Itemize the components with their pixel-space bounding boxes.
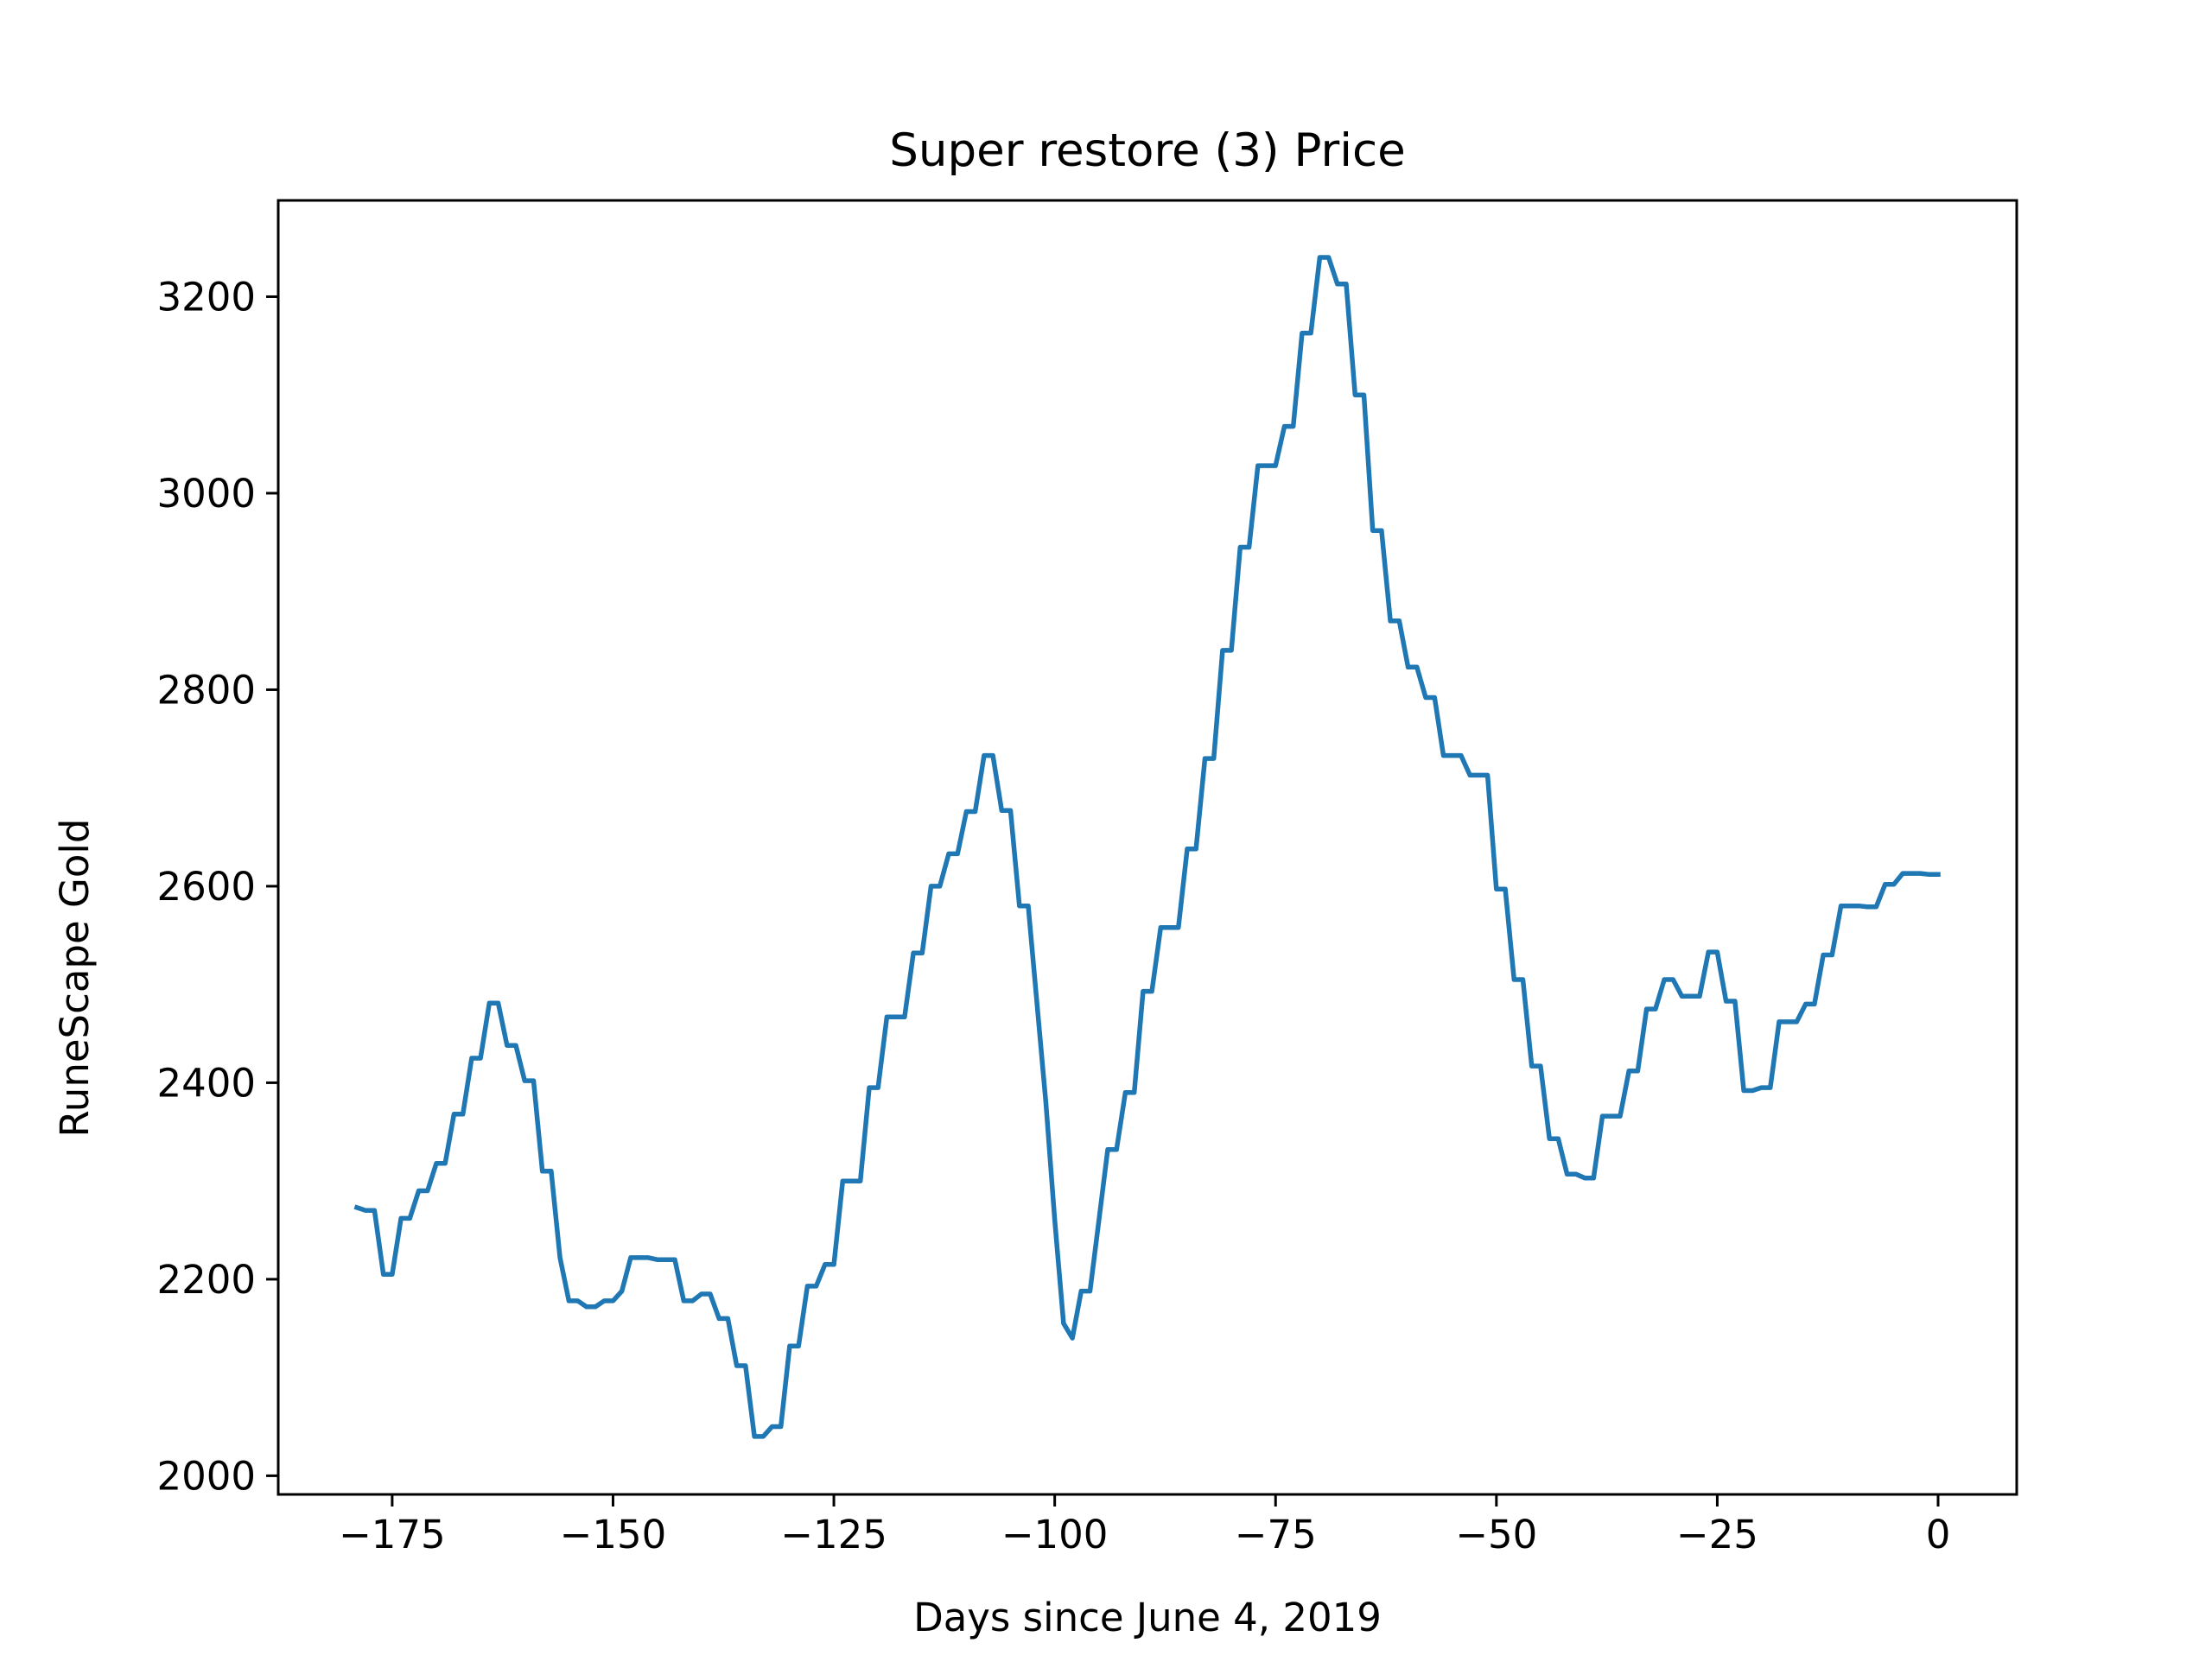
x-axis-label: Days since June 4, 2019 (913, 1595, 1382, 1640)
x-tick-label: −50 (1455, 1512, 1537, 1557)
y-tick-label: 2800 (156, 667, 256, 713)
y-tick-label: 2400 (156, 1060, 256, 1106)
y-tick-label: 2200 (156, 1257, 256, 1303)
price-series-line (353, 255, 1941, 1439)
y-tick-label: 2000 (156, 1453, 256, 1499)
x-tick-label: −25 (1676, 1512, 1758, 1557)
x-tick-label: −150 (560, 1512, 667, 1557)
y-tick-label: 2600 (156, 864, 256, 910)
y-tick-label: 3000 (156, 471, 256, 517)
x-tick-label: −125 (780, 1512, 887, 1557)
x-tick-label: 0 (1926, 1512, 1951, 1557)
series-layer (353, 255, 1941, 1439)
chart-title: Super restore (3) Price (889, 124, 1405, 177)
x-tick-label: −75 (1235, 1512, 1317, 1557)
y-tick-label: 3200 (156, 274, 256, 320)
axis-ticks: −175 −150 −125 −100 −75 −50 −25 0 2000 2200 2400 26… (156, 274, 1950, 1557)
y-axis-label: RuneScape Gold (52, 819, 98, 1138)
plot-area-frame (276, 199, 2018, 1496)
x-tick-label: −175 (339, 1512, 446, 1557)
x-tick-label: −100 (1001, 1512, 1109, 1557)
